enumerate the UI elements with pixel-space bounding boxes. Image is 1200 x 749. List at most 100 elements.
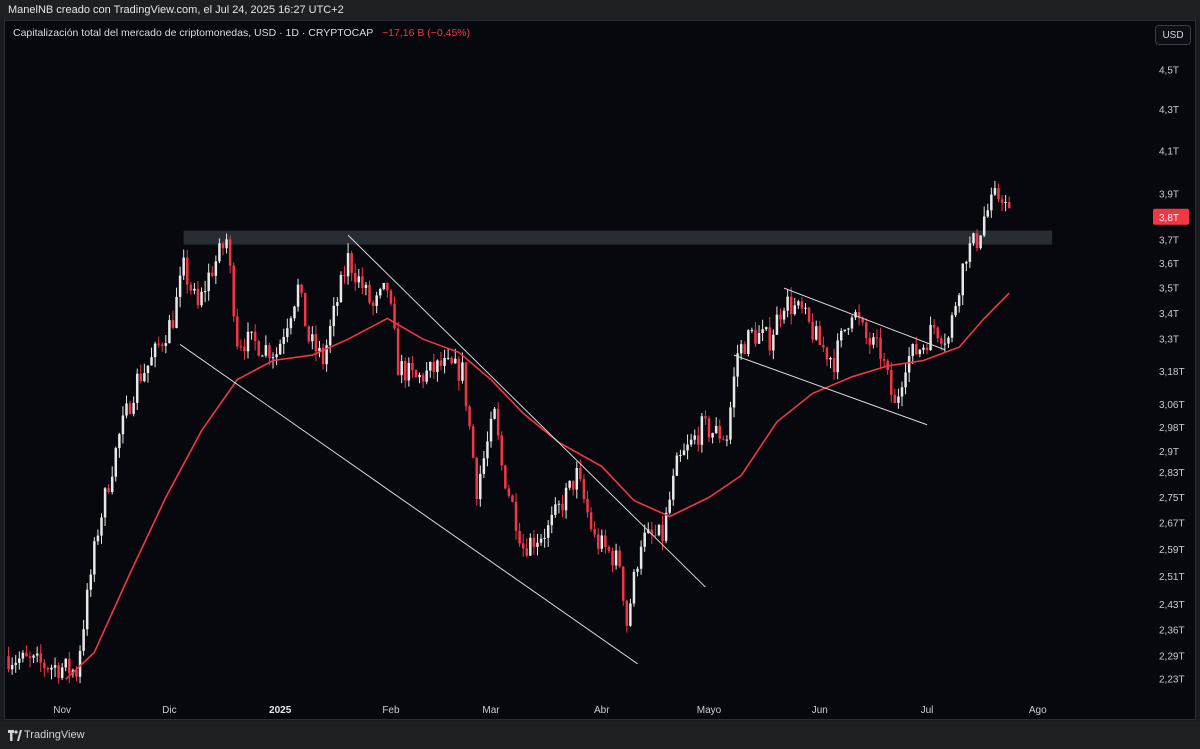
candle-body — [7, 656, 10, 670]
chart-legend: Capitalización total del mercado de crip… — [13, 27, 470, 39]
candle-body — [940, 338, 943, 344]
candle-body — [332, 305, 336, 327]
candle-body — [85, 589, 89, 630]
y-axis-tick-label: 2,23T — [1159, 675, 1185, 686]
candle-body — [739, 344, 743, 354]
candle-body — [225, 239, 228, 249]
candle-body — [789, 296, 793, 315]
candle-body — [1004, 201, 1007, 203]
candle-body — [232, 265, 235, 317]
candle-body — [350, 253, 353, 273]
x-axis-tick-label: Jun — [812, 705, 828, 716]
x-axis-tick-label: Abr — [594, 705, 610, 716]
candle-body — [171, 320, 175, 328]
candle-body — [707, 418, 711, 438]
candle-body — [689, 439, 693, 445]
candle-body — [586, 499, 589, 513]
candle-body — [957, 295, 961, 307]
candle-body — [132, 402, 135, 414]
candle-body — [618, 550, 621, 567]
candle-body — [836, 340, 839, 373]
price-chart[interactable]: 4,5T 4,3T 4,1T 3,9T 3,7T 3,6T 3,5T 3,4T 3,3T 3,18… — [5, 21, 1195, 719]
currency-button[interactable]: USD — [1155, 25, 1191, 45]
y-axis-tick-label: 2,36T — [1159, 626, 1185, 637]
candle-body — [211, 272, 214, 276]
candle-body — [661, 524, 664, 541]
y-axis-tick-label: 3,6T — [1159, 259, 1179, 270]
candle-body — [596, 534, 600, 549]
candle-body — [904, 372, 907, 388]
y-axis-tick-label: 3,3T — [1159, 335, 1179, 346]
candle-body — [772, 334, 775, 351]
candle-body — [135, 373, 139, 403]
candle-body — [797, 301, 800, 306]
candle-body — [275, 354, 278, 358]
candle-body — [464, 362, 468, 407]
candle-body — [539, 538, 543, 543]
candle-body — [529, 537, 532, 556]
candle-body — [429, 361, 432, 371]
candle-body — [857, 312, 861, 319]
candle-body — [314, 334, 318, 352]
candle-body — [614, 550, 618, 566]
candle-body — [454, 358, 457, 364]
y-axis-tick-label: 3,18T — [1159, 367, 1185, 378]
chart-pane[interactable]: 4,5T 4,3T 4,1T 3,9T 3,7T 3,6T 3,5T 3,4T 3,3T 3,18… — [4, 20, 1196, 720]
attribution-bar: ManelNB creado con TradingView.com, el J… — [0, 0, 1200, 20]
candle-body — [189, 284, 193, 291]
candle-body — [990, 194, 993, 211]
candle-body — [868, 338, 872, 345]
candle-body — [228, 239, 232, 266]
candle-body — [432, 361, 436, 373]
candle-body — [997, 188, 1000, 200]
y-axis-tick-label: 2,9T — [1159, 447, 1179, 458]
y-axis-tick-label: 2,98T — [1159, 423, 1185, 434]
candle-body — [475, 457, 478, 500]
candle-body — [64, 658, 68, 668]
candle-body — [779, 314, 782, 320]
candle-body — [943, 343, 947, 345]
x-axis-tick-label: Jul — [921, 705, 934, 716]
candle-body — [18, 658, 21, 663]
candle-body — [353, 272, 357, 283]
candle-body — [268, 345, 271, 359]
candle-body — [718, 425, 721, 439]
resistance-zone — [183, 230, 1053, 245]
candle-body — [293, 306, 296, 319]
candle-body — [814, 326, 818, 340]
candle-body — [511, 495, 514, 502]
candle-body — [861, 318, 864, 323]
candle-body — [278, 343, 282, 355]
candle-body — [143, 373, 146, 382]
candle-body — [521, 543, 525, 549]
candle-body — [807, 307, 811, 322]
candle-body — [271, 357, 275, 359]
candle-body — [993, 188, 997, 195]
candle-body — [621, 566, 625, 601]
candle-body — [632, 571, 636, 604]
candle-body — [318, 347, 321, 352]
candle-body — [39, 653, 42, 663]
candle-body — [900, 387, 904, 397]
attribution-text: ManelNB creado con TradingView.com, el J… — [8, 4, 344, 16]
y-axis-tick-label: 4,3T — [1159, 105, 1179, 116]
candle-body — [986, 210, 990, 217]
candle-body — [722, 438, 725, 440]
candle-body — [411, 363, 414, 371]
candle-body — [118, 434, 121, 449]
candle-body — [975, 233, 979, 249]
candle-body — [682, 450, 686, 456]
candle-body — [103, 488, 107, 518]
x-axis-tick-label: 2025 — [269, 705, 292, 716]
candle-body — [418, 374, 421, 378]
candle-body — [439, 360, 443, 366]
candle-body — [457, 358, 461, 381]
trendline — [783, 287, 946, 351]
candle-body — [711, 433, 714, 438]
candle-body — [1000, 199, 1004, 203]
y-axis-tick-label: 3,06T — [1159, 400, 1185, 411]
candle-body — [404, 361, 407, 381]
candle-body — [629, 603, 632, 626]
y-axis-tick-label: 2,51T — [1159, 572, 1185, 583]
candle-body — [575, 468, 579, 490]
